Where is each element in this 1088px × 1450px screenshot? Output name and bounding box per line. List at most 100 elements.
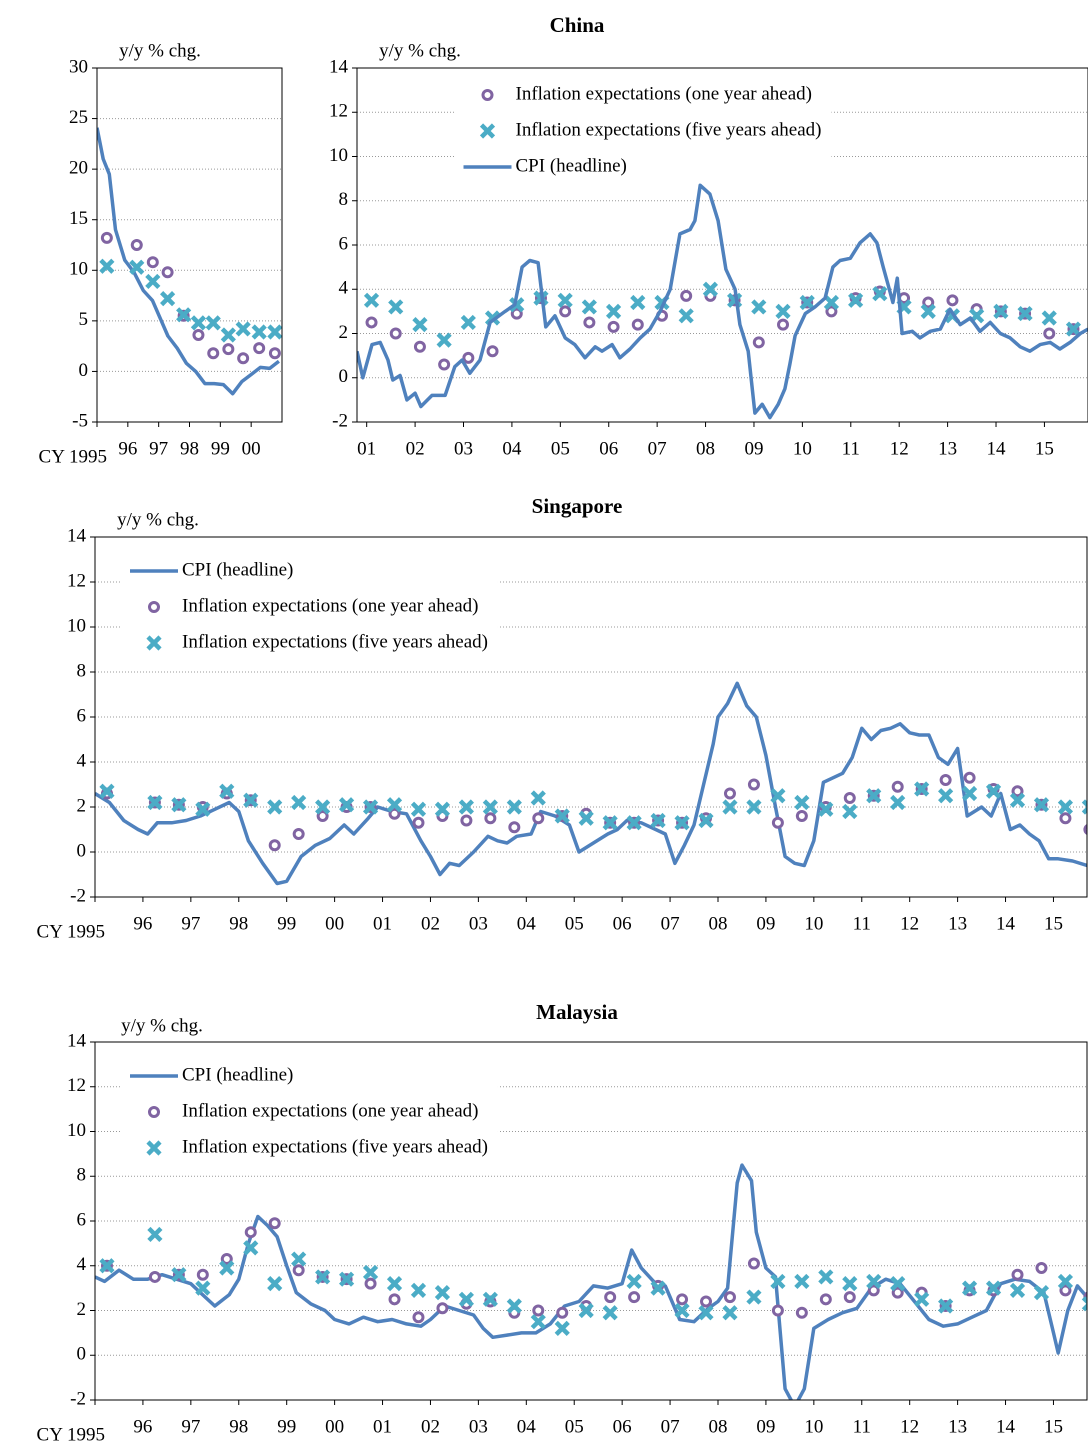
y-tick-label: 25 bbox=[69, 107, 88, 128]
x-tick-label: 05 bbox=[551, 438, 570, 459]
x-tick-label: 97 bbox=[181, 1416, 200, 1437]
y-tick-label: 6 bbox=[339, 233, 349, 254]
point-one-year bbox=[532, 812, 545, 825]
y-tick-label: -5 bbox=[72, 410, 88, 431]
y-tick-label: 14 bbox=[67, 525, 87, 546]
x-tick-label: 07 bbox=[648, 438, 667, 459]
legend-label: CPI (headline) bbox=[516, 155, 627, 176]
x-tick-label: 03 bbox=[454, 438, 473, 459]
point-one-year bbox=[747, 1257, 760, 1270]
point-five-year bbox=[650, 812, 666, 829]
legend-label: CPI (headline) bbox=[182, 1064, 293, 1085]
point-one-year bbox=[292, 828, 305, 840]
point-five-year bbox=[890, 794, 906, 811]
point-one-year bbox=[559, 305, 572, 318]
x-tick-label: 00 bbox=[242, 438, 261, 459]
x-tick-label: 08 bbox=[696, 438, 715, 459]
point-five-year bbox=[315, 1269, 331, 1285]
point-five-year bbox=[698, 1305, 714, 1321]
point-five-year bbox=[362, 1264, 379, 1281]
x-tick-label: 00 bbox=[325, 913, 344, 934]
point-one-year bbox=[795, 810, 808, 822]
y-tick-label: -2 bbox=[70, 885, 86, 906]
point-five-year bbox=[267, 324, 282, 340]
point-five-year bbox=[993, 303, 1009, 319]
x-tick-label: 04 bbox=[517, 913, 537, 934]
point-five-year bbox=[770, 1273, 786, 1290]
point-five-year bbox=[482, 799, 498, 815]
legend-label: Inflation expectations (five years ahead… bbox=[516, 119, 822, 140]
point-five-year bbox=[220, 327, 236, 343]
point-one-year bbox=[723, 1291, 736, 1304]
point-five-year bbox=[458, 1291, 474, 1307]
x-tick-label: 98 bbox=[229, 1416, 248, 1437]
point-five-year bbox=[746, 799, 762, 815]
x-tick-label: 13 bbox=[948, 913, 967, 934]
point-one-year bbox=[922, 296, 935, 309]
point-five-year bbox=[171, 1267, 187, 1283]
point-five-year bbox=[147, 1226, 163, 1243]
point-five-year bbox=[530, 1314, 546, 1330]
point-five-year bbox=[1041, 310, 1057, 326]
point-one-year bbox=[148, 1270, 161, 1283]
point-one-year bbox=[1059, 1284, 1072, 1297]
point-five-year bbox=[195, 1280, 211, 1296]
y-tick-label: -2 bbox=[332, 410, 348, 431]
plot-border bbox=[94, 536, 1088, 898]
point-one-year bbox=[680, 289, 693, 302]
point-five-year bbox=[145, 273, 161, 290]
x-tick-label: 98 bbox=[180, 438, 199, 459]
y-tick-label: 0 bbox=[339, 366, 349, 387]
x-tick-label: 06 bbox=[599, 438, 618, 459]
point-one-year bbox=[747, 778, 760, 791]
point-five-year bbox=[506, 1298, 522, 1314]
point-five-year bbox=[920, 303, 936, 319]
y-axis-label: y/y % chg. bbox=[121, 1015, 203, 1036]
point-five-year bbox=[674, 1302, 690, 1319]
point-five-year bbox=[362, 799, 379, 815]
point-one-year bbox=[771, 816, 784, 829]
point-one-year bbox=[891, 780, 904, 793]
x-tick-label: 13 bbox=[948, 1416, 967, 1437]
point-one-year bbox=[867, 1284, 880, 1297]
point-five-year bbox=[410, 801, 427, 817]
point-five-year bbox=[578, 810, 594, 826]
point-one-year bbox=[1083, 823, 1087, 836]
y-tick-label: 0 bbox=[77, 1344, 87, 1365]
point-one-year bbox=[532, 1304, 545, 1317]
point-one-year bbox=[192, 329, 205, 342]
point-five-year bbox=[1009, 1282, 1026, 1298]
y-tick-label: 2 bbox=[339, 322, 349, 343]
y-tick-label: 2 bbox=[77, 1299, 87, 1320]
legend-background bbox=[122, 1058, 498, 1166]
point-five-year bbox=[702, 281, 718, 297]
point-one-year bbox=[364, 1277, 377, 1290]
point-five-year bbox=[626, 1273, 642, 1290]
x-tick-label: 02 bbox=[421, 1416, 440, 1437]
point-five-year bbox=[530, 790, 546, 806]
cpi-line bbox=[97, 127, 280, 396]
point-five-year bbox=[291, 1251, 307, 1267]
point-one-year bbox=[413, 340, 426, 353]
legend-label: Inflation expectations (one year ahead) bbox=[182, 595, 478, 616]
point-five-year bbox=[339, 797, 355, 813]
legend-label: Inflation expectations (one year ahead) bbox=[516, 83, 812, 104]
x-tick-label: 06 bbox=[613, 913, 632, 934]
x-tick-label: 05 bbox=[565, 1416, 584, 1437]
point-five-year bbox=[363, 292, 380, 308]
point-one-year bbox=[100, 231, 113, 244]
point-five-year bbox=[823, 294, 840, 311]
point-five-year bbox=[1057, 1273, 1074, 1290]
point-one-year bbox=[389, 327, 402, 340]
point-one-year bbox=[1059, 812, 1072, 825]
point-five-year bbox=[799, 294, 815, 311]
legend-label: CPI (headline) bbox=[182, 559, 293, 580]
x-tick-label: 03 bbox=[469, 913, 488, 934]
x-tick-label: 97 bbox=[149, 438, 168, 459]
x-tick-label: CY 1995 bbox=[37, 921, 105, 942]
point-five-year bbox=[630, 294, 646, 311]
point-five-year bbox=[961, 1280, 978, 1296]
point-five-year bbox=[99, 1258, 115, 1274]
point-one-year bbox=[130, 239, 143, 251]
chart-title: Malaysia bbox=[536, 1000, 618, 1024]
